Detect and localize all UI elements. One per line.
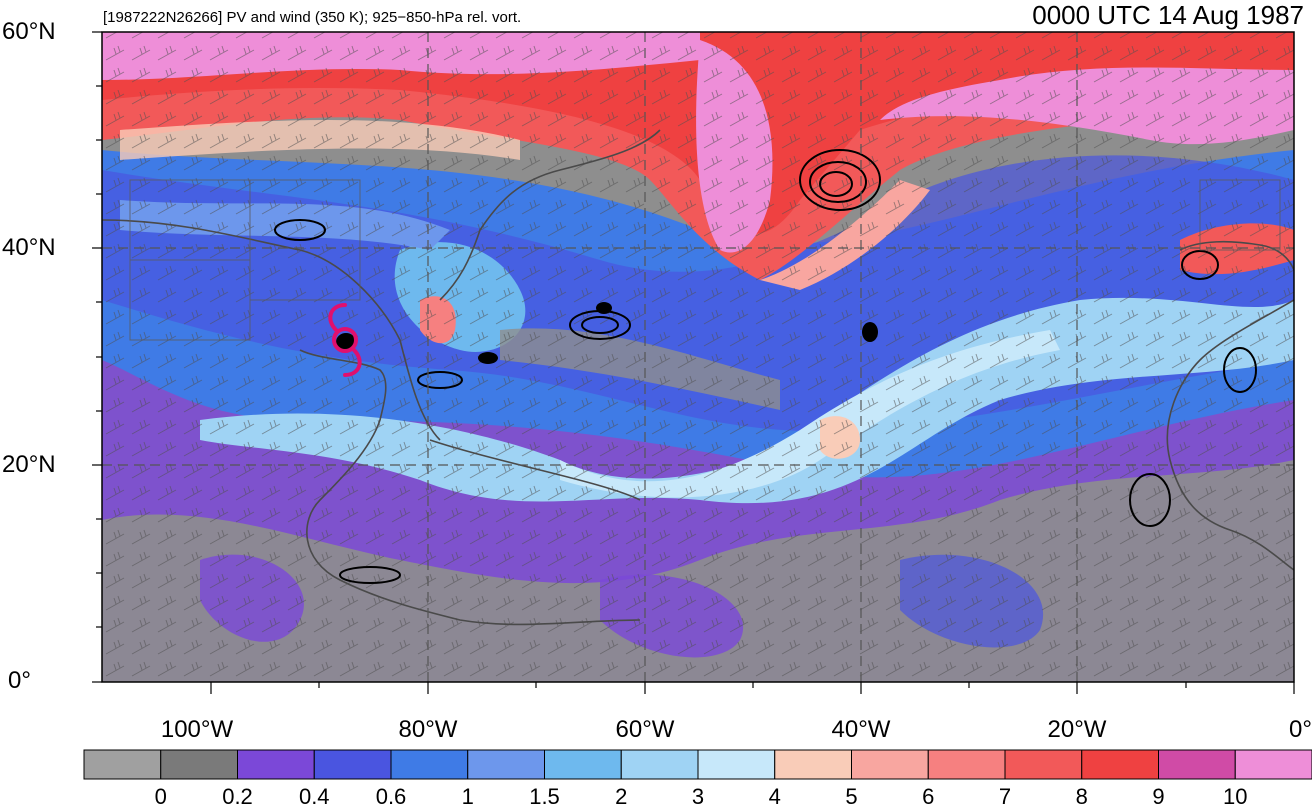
colorbar-tick-label: 10 xyxy=(1223,784,1248,809)
colorbar-swatch xyxy=(544,749,622,780)
lon-label-80w: 80°W xyxy=(398,716,458,743)
map-title: [1987222N26266] PV and wind (350 K); 925… xyxy=(103,9,522,26)
colorbar-swatch xyxy=(83,749,162,780)
colorbar-swatch xyxy=(774,749,852,780)
colorbar-swatch xyxy=(851,749,929,780)
colorbar-tick-label: 2 xyxy=(615,784,628,809)
colorbar-tick-label: 7 xyxy=(998,784,1012,809)
colorbar-tick-label: 6 xyxy=(922,784,935,809)
lat-ticks xyxy=(92,31,102,683)
lon-label-60w: 60°W xyxy=(615,716,675,743)
tropical-cyclone-icon xyxy=(328,303,362,377)
colorbar-swatch xyxy=(160,749,238,780)
colorbar-swatch xyxy=(1081,749,1159,780)
lon-label-100w: 100°W xyxy=(160,716,234,743)
colorbar-tick-label: 4 xyxy=(768,784,781,809)
colorbar-tick-label: 3 xyxy=(691,784,705,809)
colorbar-tick-label: 9 xyxy=(1152,784,1165,809)
colorbar-swatch xyxy=(467,749,545,780)
colorbar-swatch xyxy=(390,749,469,780)
colorbar-swatch xyxy=(927,749,1006,780)
lon-label-0: 0° xyxy=(1289,716,1312,743)
colorbar-tick-label: 0.2 xyxy=(222,784,253,809)
lat-label-40n: 40°N xyxy=(2,234,56,261)
colorbar-swatch xyxy=(313,749,392,780)
colorbar-swatch xyxy=(1004,749,1083,780)
colorbar-tick-label: 0 xyxy=(154,784,167,809)
colorbar-swatch xyxy=(620,749,699,780)
lon-label-40w: 40°W xyxy=(831,716,891,743)
colorbar-tick-label: 0.4 xyxy=(298,784,330,809)
colorbar-swatch xyxy=(697,749,776,780)
colorbar-tick-label: 5 xyxy=(845,784,858,809)
lon-label-20w: 20°W xyxy=(1047,716,1107,743)
colorbar xyxy=(83,749,1312,780)
lat-label-60n: 60°N xyxy=(2,18,56,45)
lon-ticks xyxy=(210,682,1295,694)
valid-time: 0000 UTC 14 Aug 1987 xyxy=(1032,0,1304,30)
colorbar-tick-label: 8 xyxy=(1075,784,1088,809)
colorbar-tick-label: 1.5 xyxy=(529,784,560,809)
colorbar-tick-label: 0.6 xyxy=(375,784,407,809)
colorbar-tick-label: 1 xyxy=(461,784,474,809)
colorbar-swatch xyxy=(1234,749,1312,780)
colorbar-swatch xyxy=(1158,749,1236,780)
lat-label-0: 0° xyxy=(8,667,31,694)
colorbar-swatch xyxy=(237,749,315,780)
lat-label-20n: 20°N xyxy=(2,451,56,478)
pv-field xyxy=(102,32,1294,682)
